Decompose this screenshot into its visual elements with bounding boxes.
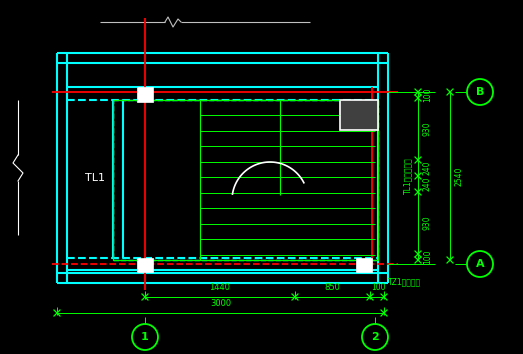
Text: B: B [476,87,484,97]
Bar [137,258,153,272]
Text: 100: 100 [423,88,432,102]
Text: 1: 1 [141,332,149,342]
Text: A: A [476,259,484,269]
Text: 240: 240 [423,177,432,191]
Text: 100: 100 [371,283,385,292]
Text: 240: 240 [423,161,432,175]
Text: TL1: TL1 [85,173,105,183]
Bar [137,87,153,102]
Text: 2540: 2540 [454,166,463,186]
Bar [356,258,372,272]
Text: 930: 930 [423,122,432,136]
Text: 3000: 3000 [210,299,231,308]
Bar [113,100,378,260]
Text: 850: 850 [325,283,340,292]
Text: 100: 100 [423,250,432,264]
Text: 2: 2 [371,332,379,342]
Text: 930: 930 [423,216,432,230]
Bar [113,100,378,260]
Text: TL1（两端续）: TL1（两端续） [404,158,413,194]
Text: 1440: 1440 [210,283,231,292]
Bar [340,100,378,130]
Text: TZ1梁上龙柱: TZ1梁上龙柱 [388,278,421,286]
